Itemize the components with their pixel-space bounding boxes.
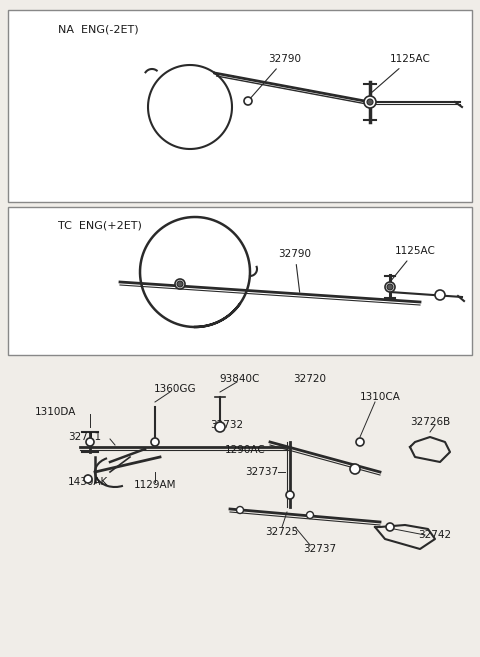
Text: 32737: 32737 (245, 467, 278, 477)
Circle shape (286, 491, 294, 499)
Circle shape (215, 422, 225, 432)
FancyBboxPatch shape (8, 10, 472, 202)
FancyBboxPatch shape (8, 207, 472, 355)
Text: 1129AM: 1129AM (134, 480, 176, 490)
Circle shape (387, 284, 393, 290)
Text: 1290AC: 1290AC (225, 445, 266, 455)
Text: NA  ENG(-2ET): NA ENG(-2ET) (58, 24, 139, 34)
Text: 32711: 32711 (68, 432, 101, 442)
Text: 32742: 32742 (419, 530, 452, 540)
Circle shape (367, 99, 373, 105)
Text: 93840C: 93840C (220, 374, 260, 384)
Text: 32790: 32790 (278, 249, 312, 292)
Text: 1310CA: 1310CA (360, 392, 400, 402)
Circle shape (84, 475, 92, 483)
Circle shape (151, 438, 159, 446)
Text: 32737: 32737 (303, 544, 336, 554)
Circle shape (435, 290, 445, 300)
Circle shape (177, 281, 183, 287)
Circle shape (175, 279, 185, 289)
Text: 32790: 32790 (250, 54, 301, 99)
Circle shape (86, 438, 94, 446)
Text: 1125AC: 1125AC (392, 246, 435, 280)
Circle shape (364, 96, 376, 108)
Circle shape (244, 97, 252, 105)
Circle shape (385, 282, 395, 292)
Text: 32725: 32725 (265, 527, 299, 537)
Text: 32720: 32720 (293, 374, 326, 384)
Circle shape (356, 438, 364, 446)
Text: 32732: 32732 (210, 420, 243, 430)
Text: 1125AC: 1125AC (372, 54, 431, 92)
Circle shape (386, 523, 394, 531)
Text: 32726B: 32726B (410, 417, 450, 427)
Circle shape (350, 464, 360, 474)
Circle shape (237, 507, 243, 514)
Text: 1430AK: 1430AK (68, 477, 108, 487)
Text: TC  ENG(+2ET): TC ENG(+2ET) (58, 221, 142, 231)
Text: 1310DA: 1310DA (34, 407, 76, 417)
Circle shape (307, 512, 313, 518)
Text: 1360GG: 1360GG (154, 384, 196, 394)
